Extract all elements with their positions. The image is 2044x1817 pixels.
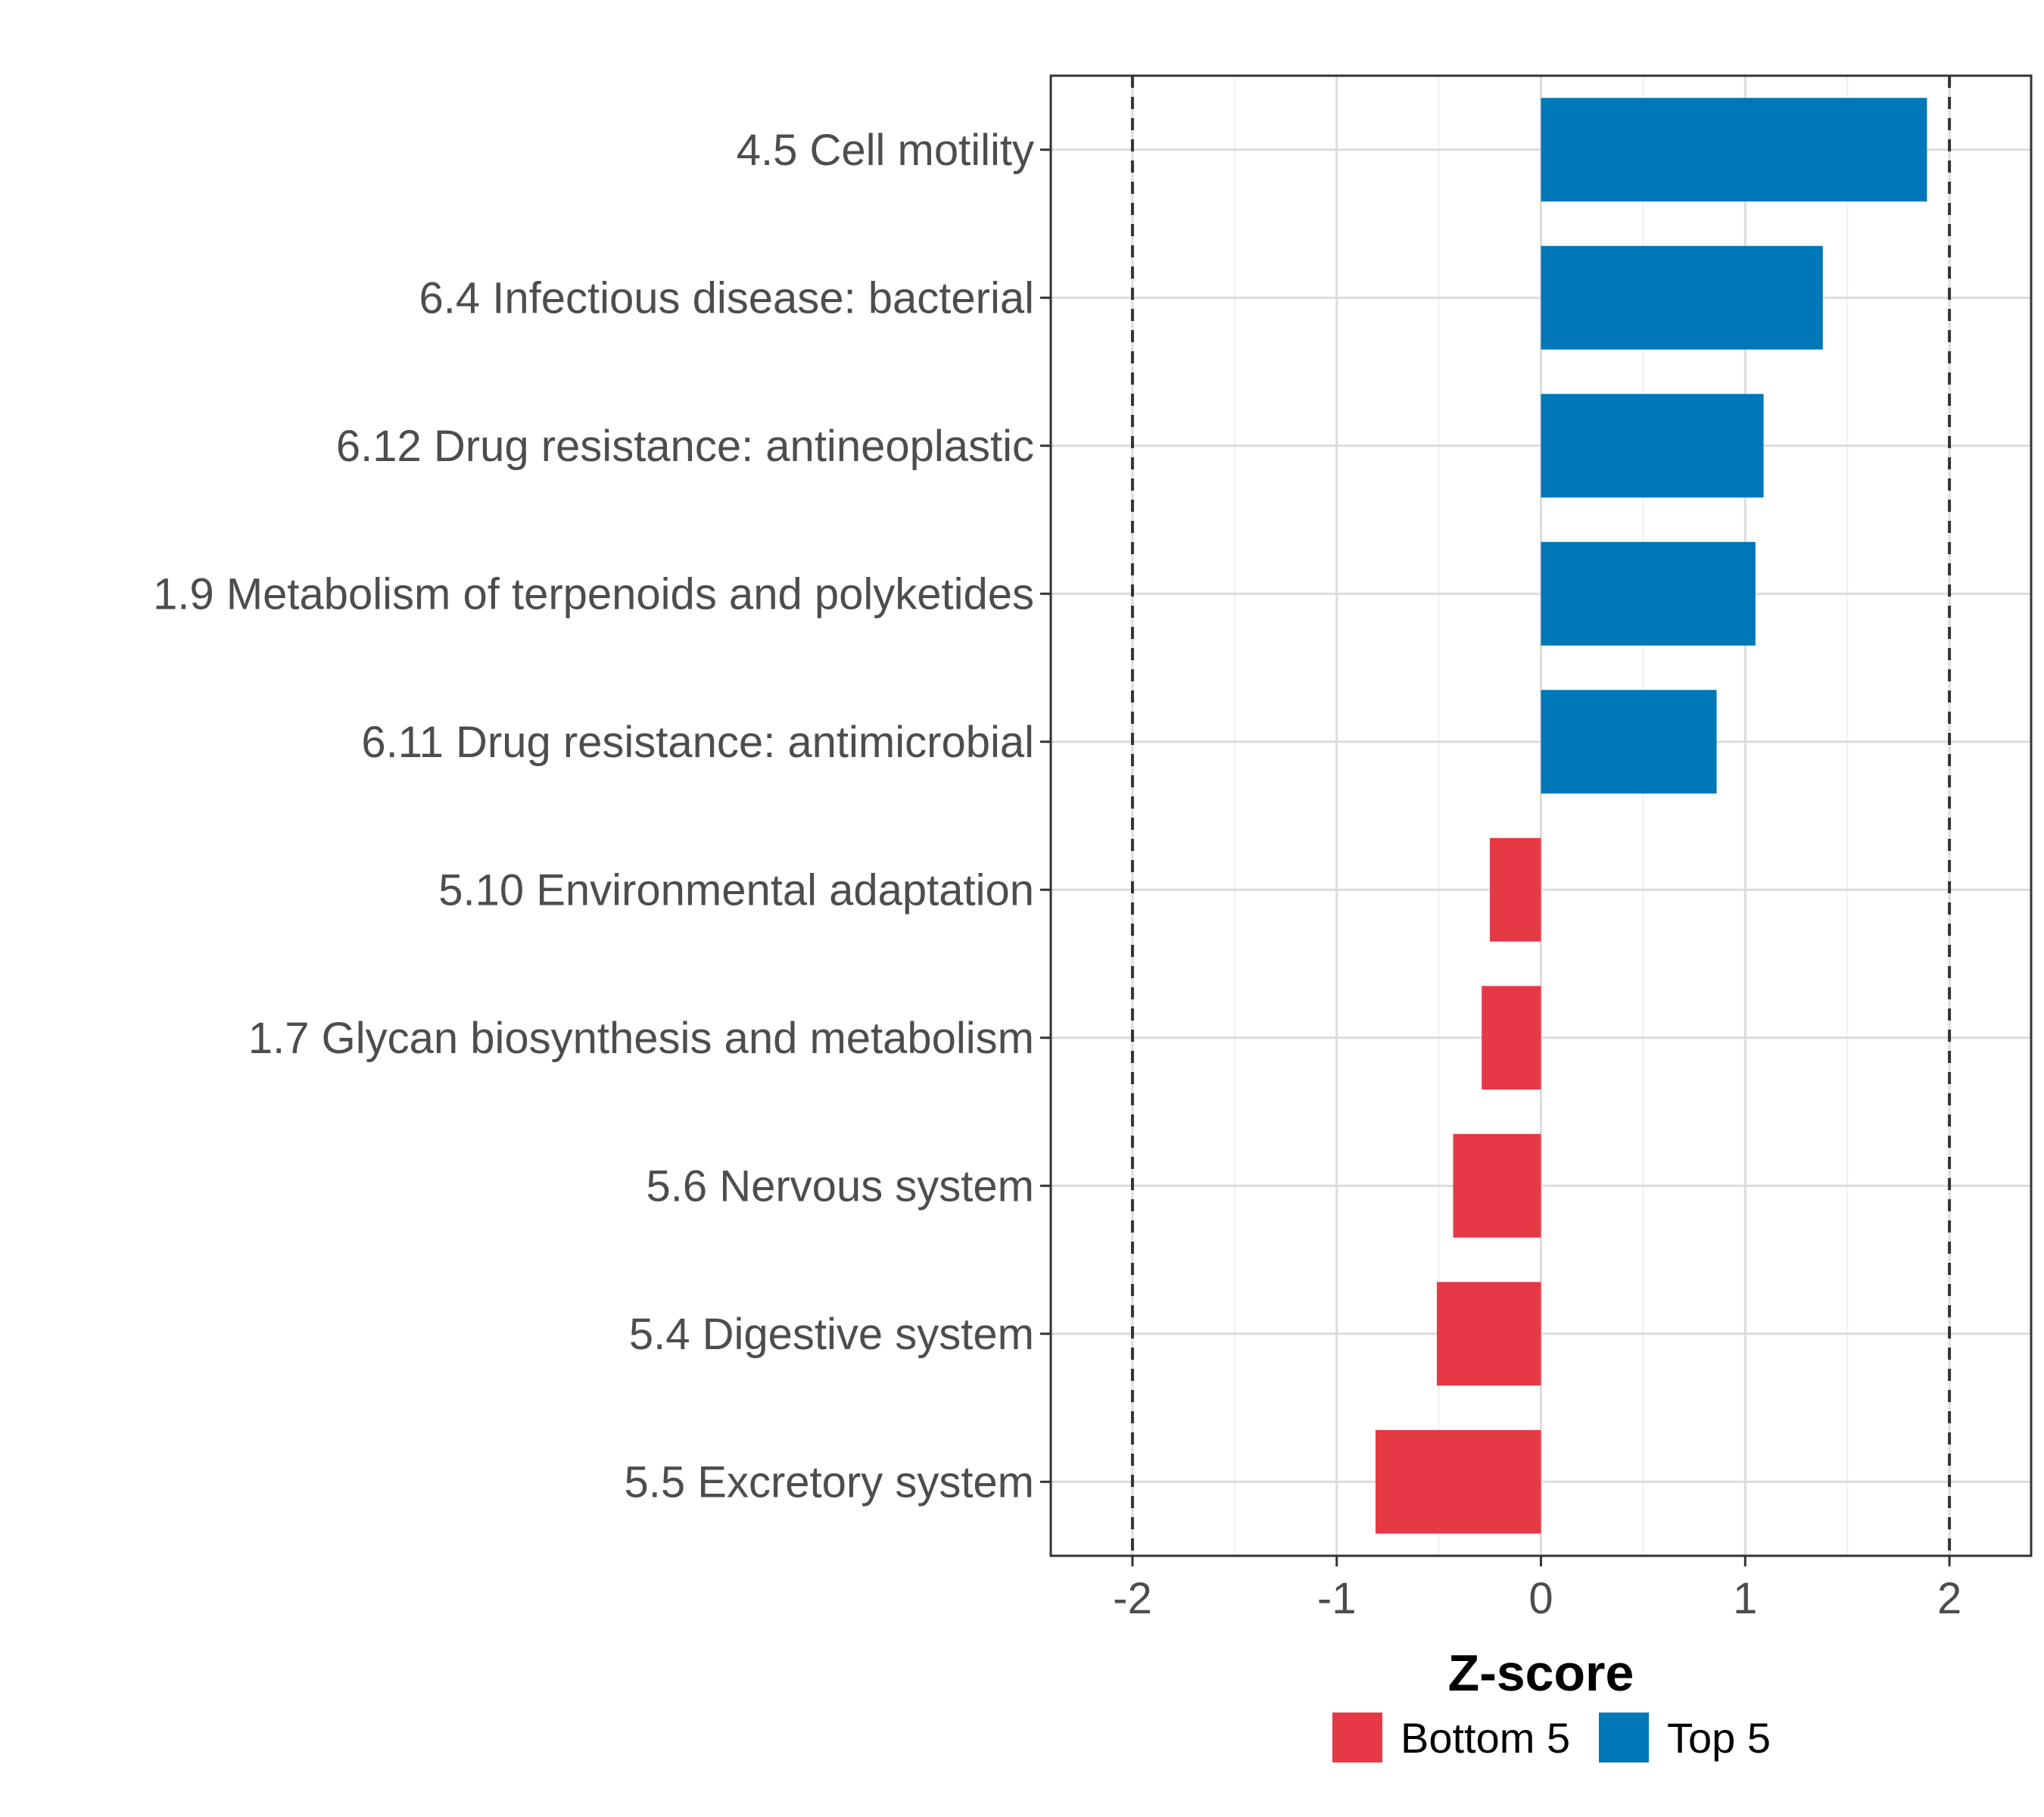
- category-label: 5.10 Environmental adaptation: [438, 865, 1034, 915]
- bars: [1375, 98, 1927, 1534]
- legend: Bottom 5 Top 5: [1332, 1713, 1771, 1762]
- legend-swatch: [1332, 1713, 1382, 1762]
- bar: [1436, 1282, 1541, 1386]
- category-label: 6.12 Drug resistance: antineoplastic: [336, 422, 1034, 471]
- category-label: 5.6 Nervous system: [646, 1161, 1034, 1211]
- bar: [1375, 1429, 1541, 1534]
- category-label: 6.11 Drug resistance: antimicrobial: [361, 718, 1034, 767]
- bar: [1482, 986, 1541, 1090]
- bar: [1541, 541, 1756, 646]
- category-label: 6.4 Infectious disease: bacterial: [419, 273, 1034, 323]
- x-axis: -2 -1 0 1 2: [1113, 1556, 1961, 1623]
- reference-lines: [1130, 76, 1952, 1556]
- category-label: 4.5 Cell motility: [737, 126, 1034, 175]
- bar: [1541, 245, 1823, 350]
- x-tick-label: -1: [1317, 1574, 1357, 1623]
- category-label: 1.9 Metabolism of terpenoids and polyket…: [153, 569, 1034, 619]
- legend-label: Bottom 5: [1401, 1714, 1570, 1762]
- category-label: 1.7 Glycan biosynthesis and metabolism: [248, 1014, 1034, 1063]
- x-tick-label: 0: [1528, 1574, 1553, 1623]
- x-tick-label: -2: [1113, 1574, 1152, 1623]
- y-axis: 4.5 Cell motility 6.4 Infectious disease:…: [153, 126, 1051, 1507]
- bar: [1541, 394, 1764, 498]
- legend-label: Top 5: [1667, 1714, 1771, 1762]
- legend-swatch: [1599, 1713, 1649, 1762]
- category-label: 5.5 Excretory system: [625, 1457, 1034, 1507]
- bar: [1453, 1133, 1541, 1238]
- bar: [1541, 98, 1927, 202]
- x-axis-title: Z-score: [1448, 1644, 1634, 1702]
- category-label: 5.4 Digestive system: [629, 1310, 1034, 1359]
- bar: [1541, 690, 1717, 794]
- bar: [1490, 837, 1541, 942]
- x-tick-label: 2: [1937, 1574, 1961, 1623]
- x-tick-label: 1: [1733, 1574, 1757, 1623]
